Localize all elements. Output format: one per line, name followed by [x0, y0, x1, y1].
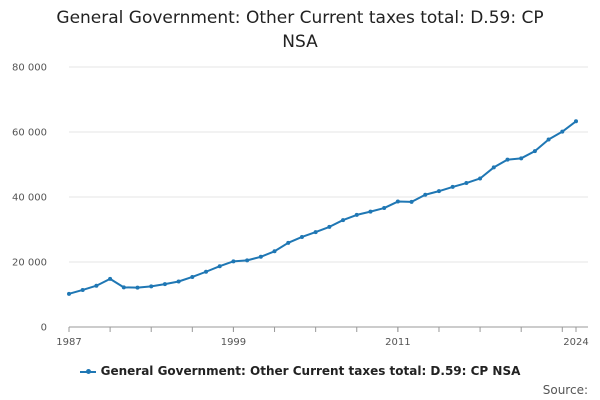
data-point[interactable] — [245, 258, 250, 263]
legend-line-marker-icon — [79, 368, 96, 374]
data-point[interactable] — [532, 149, 537, 154]
y-tick-label: 80 000 — [12, 63, 47, 74]
data-point[interactable] — [162, 282, 167, 287]
data-point[interactable] — [478, 176, 483, 181]
data-point[interactable] — [80, 287, 85, 292]
data-point[interactable] — [217, 264, 222, 269]
data-point[interactable] — [327, 224, 332, 229]
data-point[interactable] — [519, 156, 524, 161]
data-point[interactable] — [108, 276, 113, 281]
data-point[interactable] — [546, 137, 551, 142]
chart-title-line-2: NSA — [282, 32, 318, 52]
data-point[interactable] — [258, 254, 263, 259]
data-point[interactable] — [135, 285, 140, 290]
y-tick-label: 20 000 — [12, 258, 47, 269]
grid-lines — [69, 66, 588, 328]
data-point[interactable] — [121, 285, 126, 290]
data-point[interactable] — [354, 212, 359, 217]
data-point[interactable] — [176, 279, 181, 284]
legend-label: General Government: Other Current taxes … — [100, 364, 521, 378]
data-point[interactable] — [204, 269, 209, 274]
y-tick-label: 60 000 — [12, 128, 47, 139]
data-point[interactable] — [231, 259, 236, 264]
data-point[interactable] — [382, 206, 387, 211]
axes: 0 20 000 40 000 60 000 80 000 1987 1999 2011 202… — [12, 63, 589, 349]
x-tick-label: 1987 — [56, 337, 81, 348]
chart-legend[interactable]: General Government: Other Current taxes … — [0, 364, 600, 378]
data-point[interactable] — [560, 129, 565, 134]
data-point[interactable] — [574, 119, 578, 124]
series-layer — [67, 119, 578, 296]
data-point[interactable] — [272, 249, 277, 254]
data-point[interactable] — [67, 291, 71, 296]
data-point[interactable] — [94, 283, 99, 288]
data-point[interactable] — [395, 199, 400, 204]
data-point[interactable] — [491, 165, 496, 170]
data-point[interactable] — [149, 284, 154, 289]
series-line — [68, 120, 577, 295]
data-point[interactable] — [190, 274, 195, 279]
data-point[interactable] — [341, 218, 346, 223]
y-tick-label: 40 000 — [12, 193, 47, 204]
data-point[interactable] — [436, 189, 441, 194]
data-point[interactable] — [464, 181, 469, 186]
chart-title: General Government: Other Current taxes … — [0, 6, 600, 54]
data-point[interactable] — [409, 199, 414, 204]
data-point[interactable] — [286, 240, 291, 245]
data-point[interactable] — [423, 192, 428, 197]
x-tick-label: 1999 — [221, 337, 246, 348]
source-label: Source: — [542, 383, 588, 397]
data-point[interactable] — [313, 230, 318, 235]
x-tick-label: 2011 — [385, 337, 410, 348]
x-tick-label: 2024 — [563, 337, 588, 348]
data-point[interactable] — [450, 184, 455, 189]
chart-title-line-1: General Government: Other Current taxes … — [56, 8, 544, 28]
y-tick-label: 0 — [41, 323, 47, 334]
data-point[interactable] — [368, 209, 373, 214]
data-point[interactable] — [299, 234, 304, 239]
data-point[interactable] — [505, 157, 510, 162]
